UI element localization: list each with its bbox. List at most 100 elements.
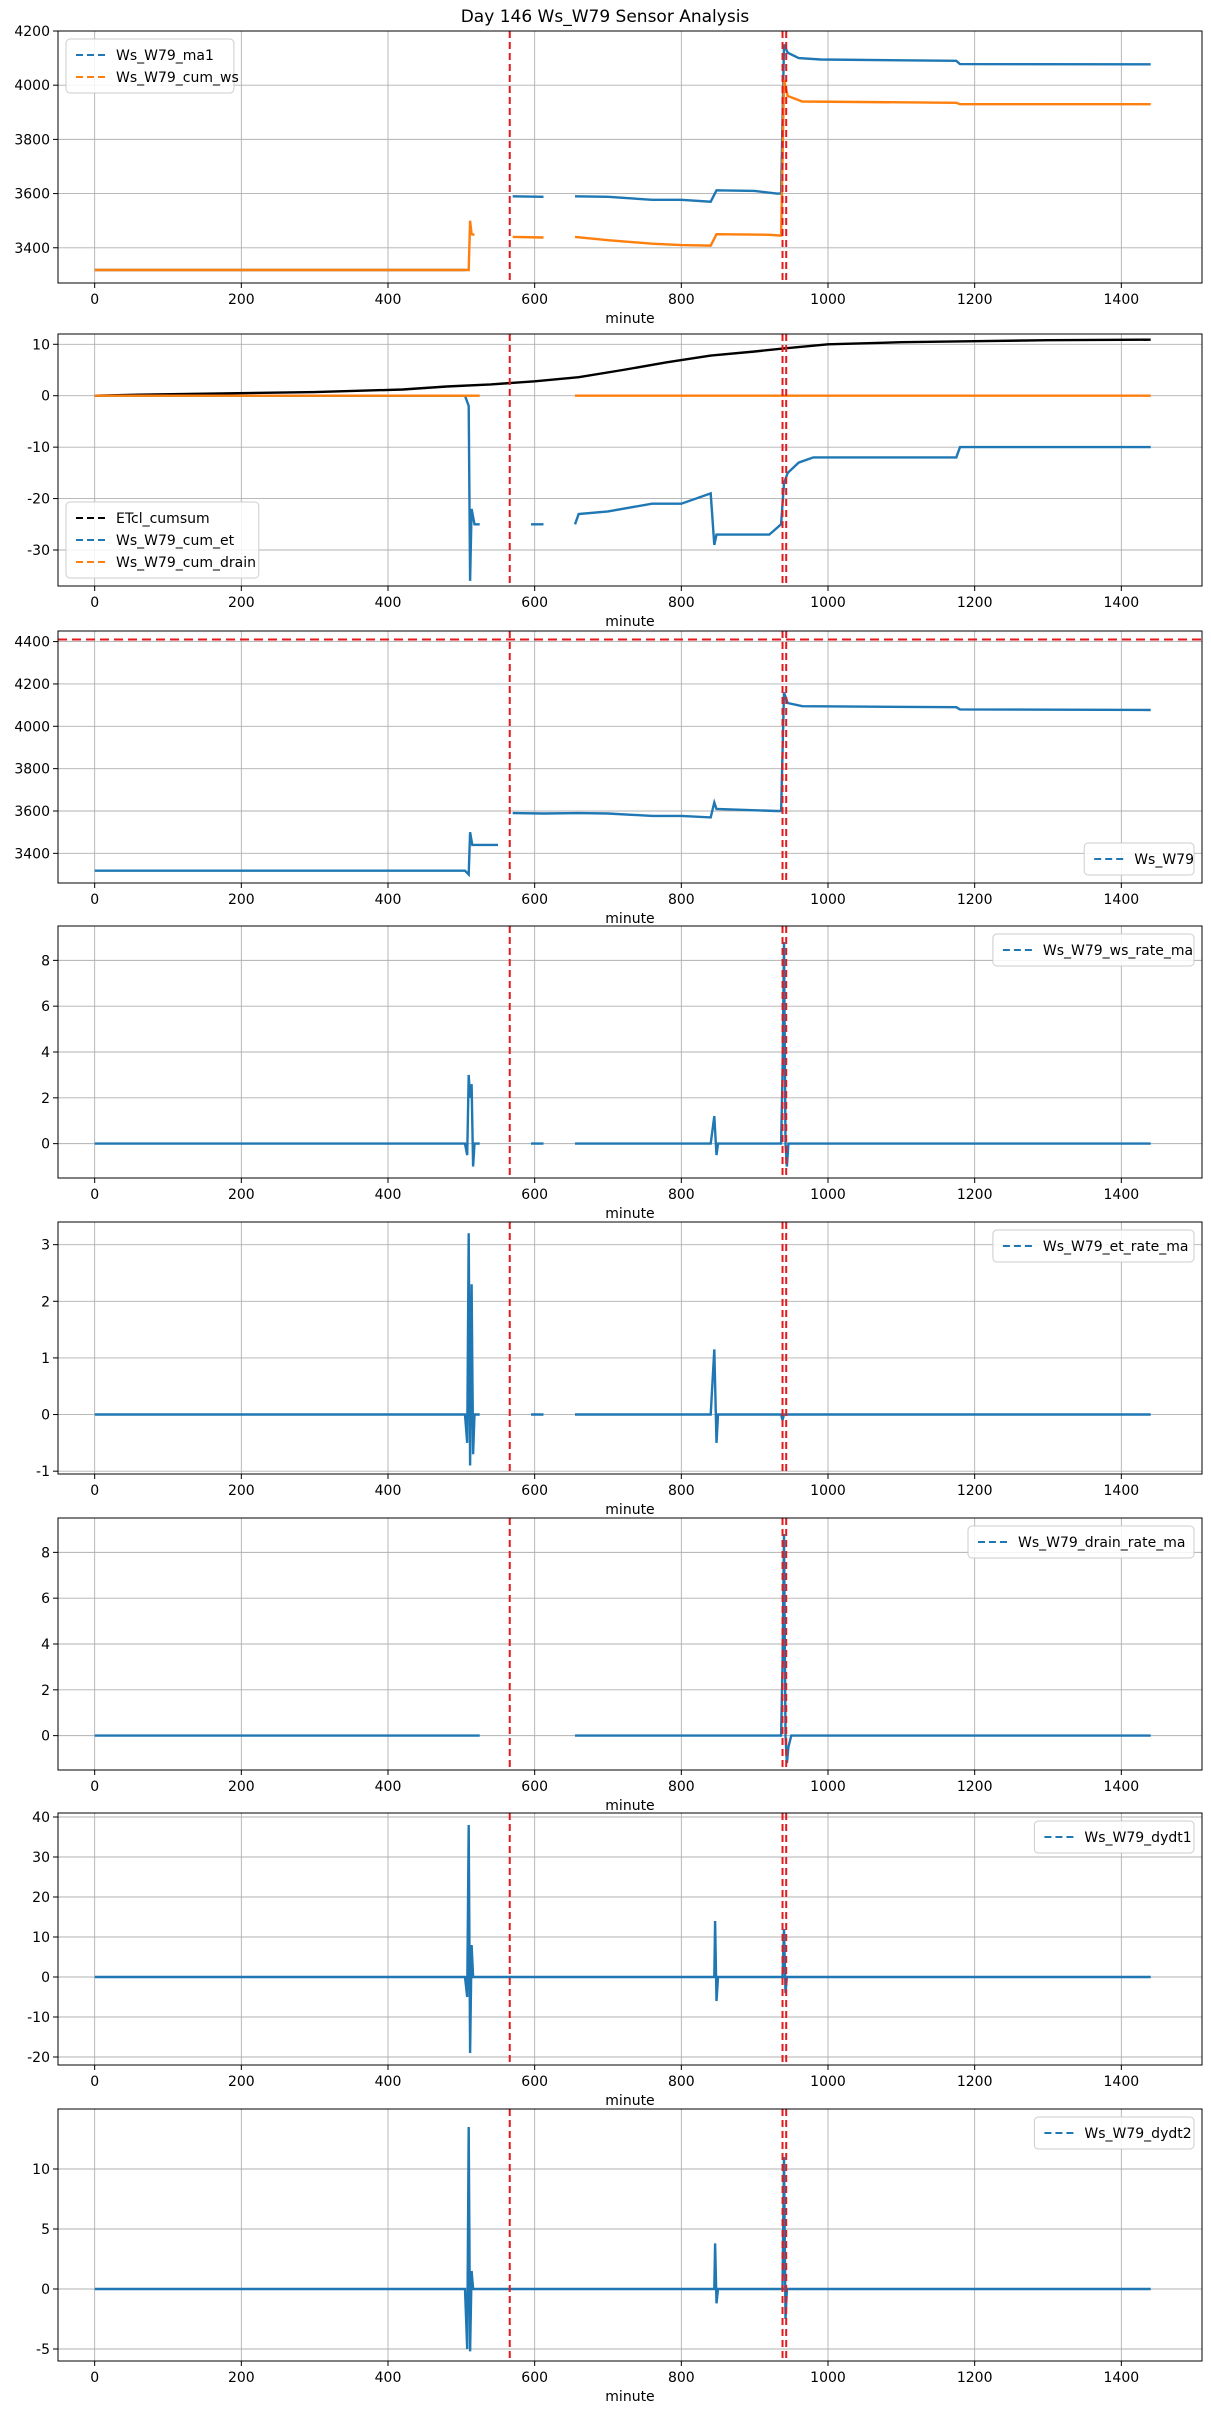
- legend: Ws_W79_dydt1: [1033, 1820, 1195, 1854]
- x-tick-label: 400: [375, 1779, 402, 1795]
- y-tick-label: 5: [41, 2222, 50, 2238]
- x-tick-label: 0: [90, 1483, 99, 1499]
- legend-label: Ws_W79_cum_drain: [116, 555, 256, 571]
- x-tick-label: 400: [375, 595, 402, 611]
- x-tick-label: 0: [90, 892, 99, 908]
- x-tick-label: 1400: [1104, 1483, 1140, 1499]
- y-tick-label: 3800: [14, 762, 50, 778]
- y-tick-label: 0: [41, 2282, 50, 2298]
- y-tick-label: 4200: [14, 24, 50, 40]
- subplot-8: 0 200 400 600 800 1000 1200 1400 -5 0 5 10 minute Ws_…: [32, 2108, 1203, 2405]
- x-tick-label: 0: [90, 2074, 99, 2090]
- x-tick-label: 200: [228, 1779, 255, 1795]
- x-tick-label: 800: [668, 2370, 695, 2386]
- y-tick-label: 4: [41, 1637, 50, 1653]
- x-tick-label: 600: [521, 595, 548, 611]
- y-tick-label: 20: [32, 1890, 50, 1906]
- x-tick-label: 800: [668, 1187, 695, 1203]
- x-axis-label: minute: [605, 2389, 654, 2405]
- subplot-2: 0 200 400 600 800 1000 1200 1400 -30 -20 -10 0 10 min…: [27, 333, 1203, 630]
- legend-box: [992, 933, 1195, 967]
- plot-area: [94, 926, 1151, 1178]
- x-tick-label: 200: [228, 2074, 255, 2090]
- y-tick-label: 2: [41, 1683, 50, 1699]
- y-tick-label: -5: [36, 2342, 50, 2358]
- legend: Ws_W79_ws_rate_ma: [992, 933, 1195, 967]
- x-tick-label: 1200: [957, 892, 993, 908]
- x-tick-label: 800: [668, 292, 695, 308]
- x-tick-label: 600: [521, 292, 548, 308]
- y-tick-label: 3600: [14, 187, 50, 203]
- axes-frame: [57, 630, 1203, 884]
- x-tick-label: 0: [90, 1779, 99, 1795]
- y-tick-label: 0: [41, 1970, 50, 1986]
- axes-frame: [57, 1221, 1203, 1475]
- subplot-5: 0 200 400 600 800 1000 1200 1400 -1 0 1 2 3 minute Ws_…: [36, 1221, 1203, 1518]
- x-tick-label: 800: [668, 1779, 695, 1795]
- legend-box: [1033, 1820, 1195, 1854]
- x-tick-label: 400: [375, 892, 402, 908]
- legend-label: Ws_W79_cum_ws: [116, 70, 239, 86]
- x-tick-label: 1000: [810, 892, 846, 908]
- y-tick-label: 6: [41, 999, 50, 1015]
- y-tick-label: 3600: [14, 804, 50, 820]
- series-line-Ws_W79_cum_ws: [94, 79, 1151, 272]
- x-axis-label: minute: [605, 1206, 654, 1222]
- x-tick-label: 0: [90, 2370, 99, 2386]
- plot-area: [94, 1813, 1151, 2065]
- legend-label: Ws_W79_dydt2: [1084, 2126, 1191, 2142]
- x-tick-label: 600: [521, 892, 548, 908]
- x-tick-label: 400: [375, 292, 402, 308]
- y-tick-label: 4: [41, 1045, 50, 1061]
- legend-label: Ws_W79_cum_et: [116, 533, 235, 549]
- y-tick-label: 2: [41, 1294, 50, 1310]
- x-axis-label: minute: [605, 1798, 654, 1814]
- y-tick-label: -10: [27, 440, 50, 456]
- axes-frame: [57, 333, 1203, 587]
- x-tick-label: 600: [521, 2370, 548, 2386]
- y-tick-label: 4000: [14, 78, 50, 94]
- legend-box: [65, 38, 235, 94]
- legend-box: [1083, 842, 1195, 876]
- y-tick-label: 8: [41, 953, 50, 969]
- legend-label: Ws_W79_drain_rate_ma: [1018, 1535, 1185, 1551]
- plot-area: [94, 2109, 1151, 2361]
- axes-frame: [57, 2108, 1203, 2362]
- x-axis-label: minute: [605, 614, 654, 630]
- x-tick-label: 800: [668, 2074, 695, 2090]
- x-tick-label: 800: [668, 892, 695, 908]
- x-tick-label: 1200: [957, 2074, 993, 2090]
- y-tick-label: 0: [41, 389, 50, 405]
- legend: ETcl_cumsum Ws_W79_cum_et Ws_W79_cum_drain: [65, 501, 260, 579]
- legend-label: ETcl_cumsum: [116, 511, 210, 527]
- x-tick-label: 0: [90, 1187, 99, 1203]
- x-tick-label: 1200: [957, 2370, 993, 2386]
- y-tick-label: -1: [36, 1464, 50, 1480]
- x-tick-label: 200: [228, 892, 255, 908]
- y-tick-label: 4000: [14, 719, 50, 735]
- x-tick-label: 600: [521, 1483, 548, 1499]
- series-line-Ws_W79: [94, 692, 1151, 878]
- x-tick-label: 200: [228, 2370, 255, 2386]
- subplot-6: 0 200 400 600 800 1000 1200 1400 0 2 4 6 8 minute Ws_W…: [41, 1517, 1203, 1814]
- figure-title: Day 146 Ws_W79 Sensor Analysis: [461, 7, 750, 27]
- x-tick-label: 1000: [810, 2370, 846, 2386]
- plot-area: [94, 31, 1151, 283]
- y-tick-label: 1: [41, 1351, 50, 1367]
- subplot-3: 0 200 400 600 800 1000 1200 1400 3400 3600 3800 400…: [14, 630, 1203, 927]
- x-tick-label: 0: [90, 292, 99, 308]
- plot-area: [94, 334, 1151, 586]
- x-tick-label: 400: [375, 1483, 402, 1499]
- y-tick-label: 6: [41, 1591, 50, 1607]
- x-tick-label: 200: [228, 292, 255, 308]
- legend-label: Ws_W79_dydt1: [1084, 1830, 1191, 1846]
- series-line-Ws_W79_ma1: [94, 44, 1151, 272]
- x-tick-label: 1200: [957, 1483, 993, 1499]
- x-tick-label: 1400: [1104, 595, 1140, 611]
- subplot-panels: 0 200 400 600 800 1000 1200 1400340036003800400…: [14, 24, 1203, 2405]
- series-line-Ws_W79_dydt2: [94, 2126, 1151, 2352]
- y-tick-label: 4400: [14, 635, 50, 651]
- x-tick-label: 600: [521, 2074, 548, 2090]
- y-tick-label: 30: [32, 1850, 50, 1866]
- axes-frame: [57, 30, 1203, 284]
